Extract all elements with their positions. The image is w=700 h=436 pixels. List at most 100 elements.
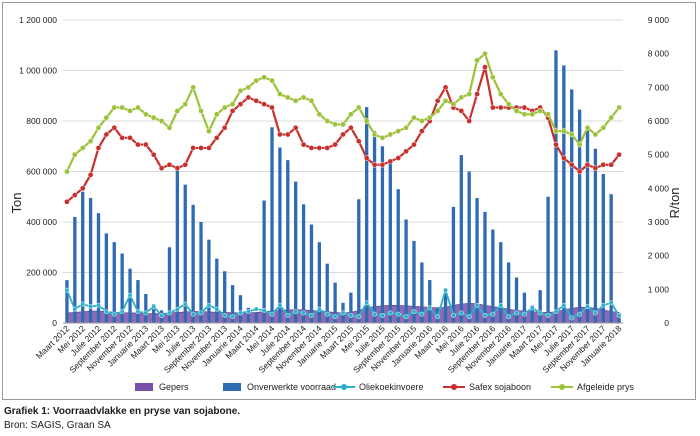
point-safex-sojaboon (553, 141, 559, 148)
point-afgeleide-prys (474, 57, 480, 64)
point-oliekoekinvoere (364, 300, 370, 306)
point-afgeleide-prys (513, 108, 520, 114)
y2-tick-label: 3 000 (648, 217, 670, 227)
point-afgeleide-prys (237, 87, 244, 94)
point-oliekoekinvoere (537, 310, 543, 316)
bar-onverwerkte-voorraad (215, 258, 219, 323)
point-oliekoekinvoere (458, 310, 464, 316)
bar-onverwerkte-voorraad (412, 240, 416, 323)
legend-swatch-gepers (135, 383, 153, 391)
point-safex-sojaboon (395, 155, 402, 161)
point-safex-sojaboon (576, 168, 583, 175)
point-safex-sojaboon (403, 148, 409, 155)
bar-onverwerkte-voorraad (246, 307, 251, 323)
legend-marker-oliekoekinvoere (341, 384, 347, 390)
point-oliekoekinvoere (490, 311, 496, 317)
bar-onverwerkte-voorraad (254, 312, 258, 323)
bar-onverwerkte-voorraad (467, 171, 471, 323)
point-afgeleide-prys (174, 108, 181, 114)
point-oliekoekinvoere (222, 312, 228, 318)
y-tick-label: 1 200 000 (19, 15, 57, 25)
legend: Gepers Onverwerkte voorraad Oliekoekinvoer… (135, 382, 635, 392)
point-afgeleide-prys (166, 124, 173, 131)
point-oliekoekinvoere (514, 310, 519, 316)
bar-onverwerkte-voorraad (81, 191, 85, 323)
point-afgeleide-prys (426, 114, 433, 121)
point-afgeleide-prys (584, 124, 591, 131)
point-afgeleide-prys (119, 104, 126, 111)
bar-onverwerkte-voorraad (530, 305, 534, 323)
bar-onverwerkte-voorraad (593, 148, 598, 323)
point-safex-sojaboon (355, 138, 362, 145)
bar-onverwerkte-voorraad (365, 107, 369, 323)
bar-onverwerkte-voorraad (483, 211, 487, 323)
point-oliekoekinvoere (529, 305, 535, 311)
point-afgeleide-prys (79, 145, 86, 151)
point-oliekoekinvoere (592, 310, 598, 316)
y-tick-label: 200 000 (26, 268, 57, 278)
point-safex-sojaboon (103, 131, 110, 138)
point-oliekoekinvoere (340, 310, 346, 316)
point-afgeleide-prys (466, 91, 473, 97)
bar-onverwerkte-voorraad (546, 196, 550, 323)
point-safex-sojaboon (387, 158, 394, 165)
figure-caption: Grafiek 1: Voorraadvlakke en pryse van s… (4, 406, 241, 417)
point-safex-sojaboon (95, 145, 102, 151)
point-safex-sojaboon (292, 124, 299, 131)
point-oliekoekinvoere (143, 310, 149, 316)
chart-frame: 0 200 000 400 000 600 000 800 000 1 000 000 1 … (2, 2, 696, 400)
point-oliekoekinvoere (545, 312, 551, 318)
point-oliekoekinvoere (411, 309, 417, 315)
point-safex-sojaboon (79, 185, 86, 192)
bar-onverwerkte-voorraad (443, 293, 448, 323)
bar-onverwerkte-voorraad (144, 293, 148, 323)
point-afgeleide-prys (355, 104, 362, 111)
point-afgeleide-prys (277, 91, 283, 97)
bar-onverwerkte-voorraad (506, 262, 511, 323)
point-safex-sojaboon (411, 141, 417, 148)
bar-onverwerkte-voorraad (175, 167, 180, 323)
point-afgeleide-prys (442, 97, 449, 104)
point-oliekoekinvoere (600, 302, 606, 308)
y2-tick-label: 0 (664, 318, 669, 328)
bar-onverwerkte-voorraad (120, 253, 124, 323)
point-oliekoekinvoere (435, 314, 441, 320)
point-afgeleide-prys (505, 101, 512, 108)
point-oliekoekinvoere (301, 310, 307, 316)
point-safex-sojaboon (568, 161, 575, 168)
bar-onverwerkte-voorraad (451, 206, 456, 323)
y2-tick-label: 1 000 (648, 284, 670, 294)
point-afgeleide-prys (379, 134, 386, 141)
point-afgeleide-prys (103, 114, 110, 121)
point-afgeleide-prys (600, 124, 607, 131)
bar-onverwerkte-voorraad (372, 131, 377, 323)
point-safex-sojaboon (442, 84, 449, 91)
point-oliekoekinvoere (332, 314, 338, 320)
point-oliekoekinvoere (608, 300, 614, 306)
point-afgeleide-prys (150, 114, 157, 121)
y2-axis-label: R/ton (667, 187, 682, 218)
point-oliekoekinvoere (230, 314, 236, 320)
point-safex-sojaboon (253, 97, 260, 104)
bar-onverwerkte-voorraad (65, 280, 69, 323)
y2-tick-label: 2 000 (648, 251, 670, 261)
point-afgeleide-prys (387, 131, 394, 138)
point-safex-sojaboon (277, 131, 283, 138)
bar-onverwerkte-voorraad (538, 290, 542, 323)
point-safex-sojaboon (466, 118, 473, 124)
y-tick-label: 0 (52, 318, 57, 328)
point-safex-sojaboon (490, 104, 496, 111)
point-oliekoekinvoere (111, 311, 117, 317)
point-safex-sojaboon (150, 151, 157, 158)
point-safex-sojaboon (237, 101, 244, 108)
point-safex-sojaboon (340, 131, 346, 138)
point-safex-sojaboon (497, 104, 504, 111)
point-oliekoekinvoere (238, 310, 243, 316)
point-afgeleide-prys (537, 108, 544, 114)
point-oliekoekinvoere (379, 312, 385, 318)
point-afgeleide-prys (490, 74, 496, 81)
point-safex-sojaboon (127, 134, 133, 141)
point-afgeleide-prys (608, 114, 615, 121)
bar-onverwerkte-voorraad (207, 239, 211, 323)
y-tick-label: 600 000 (26, 167, 57, 177)
